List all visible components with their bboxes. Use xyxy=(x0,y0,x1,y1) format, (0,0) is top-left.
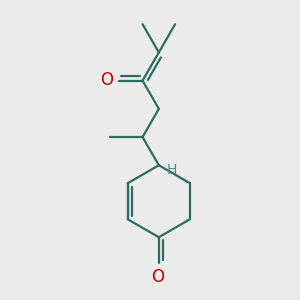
Text: O: O xyxy=(100,71,113,89)
Text: O: O xyxy=(152,268,164,286)
Text: H: H xyxy=(167,163,177,176)
